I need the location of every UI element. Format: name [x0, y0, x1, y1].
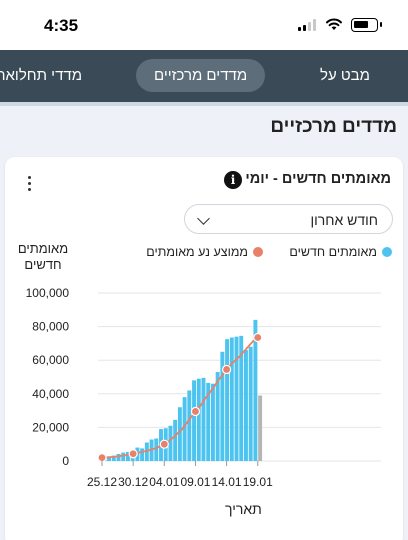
bar	[220, 351, 225, 461]
moving-average-marker	[222, 364, 232, 375]
legend-label-moving-average: ממוצע נע מאומתים	[146, 245, 248, 259]
bar	[126, 451, 130, 461]
bar	[144, 442, 149, 461]
bar	[121, 452, 126, 461]
y-tick-label: 40,000	[32, 387, 69, 401]
bar	[173, 419, 178, 461]
bar	[253, 319, 258, 461]
card-title: מאומתים חדשים - יומי	[245, 171, 391, 187]
bar	[234, 336, 239, 461]
y-tick-label: 20,000	[32, 420, 69, 434]
bar	[229, 337, 234, 461]
legend-dot-new-cases	[382, 247, 392, 257]
y-tick-label: 0	[62, 454, 69, 468]
bar	[201, 377, 206, 461]
bar	[258, 395, 263, 461]
bar	[225, 339, 230, 461]
top-navigation: מדדי תחלואה מדדים מרכזיים מבט על	[0, 50, 408, 102]
legend-label-new-cases: מאומתים חדשים	[289, 245, 377, 259]
x-axis-title: תאריך	[225, 501, 262, 517]
x-tick-label: 25.12	[87, 475, 117, 489]
bar	[215, 371, 220, 461]
moving-average-marker	[159, 439, 169, 449]
bar	[111, 455, 116, 461]
bar	[177, 407, 182, 461]
bar	[248, 346, 253, 461]
moving-average-line	[101, 336, 259, 459]
bar	[140, 448, 145, 461]
tab-key-indices[interactable]: מדדים מרכזיים	[136, 59, 266, 92]
moving-average-marker	[190, 406, 201, 417]
bar	[239, 335, 244, 461]
bar	[244, 350, 248, 461]
bar	[210, 383, 215, 461]
y-tick-label: 100,000	[26, 286, 70, 300]
bar	[187, 390, 192, 461]
x-tick-label: 09.01	[180, 475, 210, 489]
moving-average-marker	[253, 332, 263, 343]
y-tick-label: 80,000	[32, 320, 69, 334]
bar	[192, 380, 196, 461]
bar	[107, 456, 112, 461]
moving-average-marker	[128, 449, 138, 459]
status-bar: 4:35	[0, 0, 408, 50]
x-tick-label: 04.01	[149, 475, 179, 489]
legend-dot-moving-average	[253, 247, 263, 257]
period-dropdown[interactable]: חודש אחרון	[184, 204, 393, 234]
wifi-icon	[326, 18, 342, 30]
kebab-menu-icon[interactable]	[23, 174, 37, 192]
bar	[154, 438, 159, 461]
new-cases-chart: 0 20,000 40,000 60,000 80,000 100,000 25.12 30.…	[26, 286, 381, 489]
bar	[196, 378, 201, 461]
bar	[116, 453, 121, 461]
new-cases-card: מאומתים חדשים - יומי i חודש אחרון מאומתי…	[5, 157, 403, 540]
y-tick-label: 60,000	[32, 353, 69, 367]
status-time: 4:35	[44, 16, 79, 35]
legend-item-new-cases[interactable]: מאומתים חדשים	[289, 245, 392, 259]
x-tick-label: 30.12	[118, 475, 148, 489]
bar	[168, 425, 173, 461]
y-axis-title: מאומתים חדשים	[17, 241, 69, 272]
nav-divider	[0, 102, 408, 106]
period-dropdown-value: חודש אחרון	[310, 212, 378, 228]
legend-item-moving-average[interactable]: ממוצע נע מאומתים	[146, 245, 263, 259]
bar	[206, 382, 211, 461]
battery-icon	[351, 18, 382, 32]
moving-average-marker	[97, 453, 107, 463]
x-tick-label: 19.01	[243, 475, 273, 489]
tab-morbidity-indices[interactable]: מדדי תחלואה	[0, 67, 83, 84]
page-title: מדדים מרכזיים	[270, 116, 397, 137]
x-tick-label: 14.01	[212, 475, 242, 489]
bar	[182, 397, 187, 461]
info-icon[interactable]: i	[224, 171, 242, 189]
tab-overview[interactable]: מבט על	[320, 67, 370, 84]
cellular-signal-icon	[298, 19, 318, 31]
